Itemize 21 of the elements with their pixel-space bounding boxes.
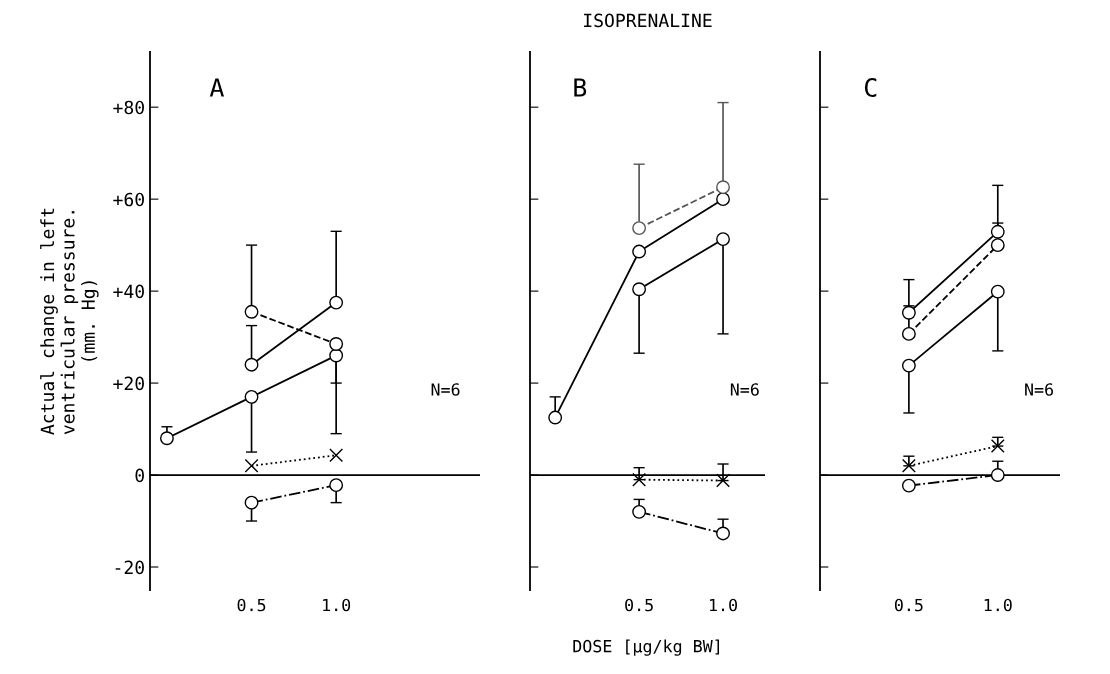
x-tick-label: 1.0 (984, 598, 1012, 612)
x-tick-label: 0.5 (237, 598, 266, 612)
annotation: N=6 (730, 383, 759, 396)
annotation: C (864, 78, 877, 97)
y-axis-title: Actual change in left ventricular pressure. (mm. Hg) (40, 208, 99, 435)
y-tick-label: -20 (115, 560, 144, 575)
annotation: A (209, 78, 224, 97)
x-tick-label: 0.5 (894, 598, 923, 612)
text: N=6 (431, 383, 460, 396)
y-tick-label: +40 (113, 284, 144, 299)
x-tick-label: 1.0 (323, 598, 351, 612)
y-tick-label: +60 (113, 192, 144, 207)
chart-title: ISOPRENALINE (584, 13, 712, 28)
annotation: N=6 (1025, 383, 1054, 396)
x-axis-title: DOSE [µg/kg BW] (573, 639, 719, 656)
y-tick-label: 0 (135, 468, 144, 483)
x-tick-label: 0.5 (625, 598, 653, 612)
x-tick-label: 1.0 (709, 598, 738, 612)
annotation: B (574, 78, 587, 97)
y-tick-label: +80 (113, 100, 144, 115)
y-tick-label: +20 (113, 376, 144, 391)
